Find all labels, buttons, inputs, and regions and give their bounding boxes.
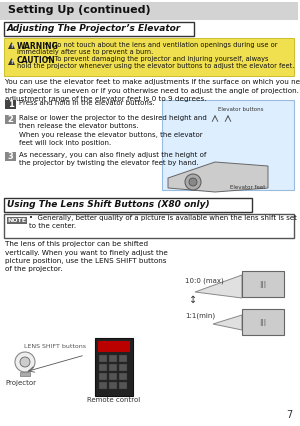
- Text: Elevator buttons: Elevator buttons: [218, 107, 263, 112]
- Text: CAUTION: CAUTION: [17, 56, 56, 65]
- Text: 7: 7: [286, 410, 292, 420]
- Bar: [95, 338, 133, 396]
- Text: WARNING: WARNING: [17, 42, 59, 51]
- Text: |||: |||: [260, 280, 267, 288]
- Text: Press and hold in the elevator buttons.: Press and hold in the elevator buttons.: [19, 100, 155, 106]
- Bar: [109, 364, 117, 371]
- Bar: [242, 309, 284, 335]
- Circle shape: [15, 352, 35, 372]
- Text: 3: 3: [8, 152, 14, 161]
- Text: •  To prevent damaging the projector and injuring yourself, always: • To prevent damaging the projector and …: [44, 56, 268, 62]
- Text: 1: 1: [8, 100, 14, 109]
- Polygon shape: [213, 315, 242, 330]
- Text: Using The Lens Shift Buttons (X80 only): Using The Lens Shift Buttons (X80 only): [7, 200, 210, 209]
- Polygon shape: [195, 275, 242, 298]
- Text: Elevator feet: Elevator feet: [230, 185, 266, 190]
- Bar: [109, 355, 117, 362]
- Bar: [109, 382, 117, 389]
- Bar: [7, 217, 27, 224]
- Text: Projector: Projector: [5, 380, 36, 386]
- Text: immediately after use to prevent a burn.: immediately after use to prevent a burn.: [17, 49, 153, 55]
- Text: The lens of this projector can be shifted
vertically. When you want to finely ad: The lens of this projector can be shifte…: [5, 241, 168, 273]
- Polygon shape: [8, 42, 15, 49]
- Circle shape: [185, 174, 201, 190]
- Text: |||: |||: [260, 319, 267, 325]
- Bar: [4, 214, 294, 238]
- Bar: [99, 382, 107, 389]
- Text: You can use the elevator feet to make adjustments if the surface on which you ne: You can use the elevator feet to make ad…: [5, 79, 300, 102]
- Bar: [109, 373, 117, 380]
- Text: Raise or lower the projector to the desired height and
then release the elevator: Raise or lower the projector to the desi…: [19, 115, 207, 147]
- Text: NOTE: NOTE: [8, 219, 26, 224]
- Bar: [4, 38, 294, 76]
- Bar: [242, 271, 284, 297]
- Bar: [0, 2, 298, 20]
- Circle shape: [20, 357, 30, 367]
- Text: hold the projector whenever using the elevator buttons to adjust the elevator fe: hold the projector whenever using the el…: [17, 63, 294, 69]
- Text: •  Generally, better quality of a picture is available when the lens shift is se: • Generally, better quality of a picture…: [29, 215, 297, 230]
- Text: Remote control: Remote control: [87, 397, 141, 403]
- Bar: [119, 382, 127, 389]
- Text: 2: 2: [8, 115, 14, 124]
- Bar: [5, 100, 16, 109]
- Polygon shape: [168, 162, 268, 192]
- Bar: [162, 100, 294, 190]
- Bar: [119, 364, 127, 371]
- Text: 1:1(min): 1:1(min): [185, 313, 215, 319]
- Text: Adjusting The Projector’s Elevator: Adjusting The Projector’s Elevator: [7, 24, 181, 33]
- Text: •  Do not touch about the lens and ventilation openings during use or: • Do not touch about the lens and ventil…: [42, 42, 278, 48]
- Bar: [99, 355, 107, 362]
- Bar: [5, 115, 16, 124]
- Bar: [4, 22, 194, 36]
- Text: ↕: ↕: [189, 295, 197, 305]
- Polygon shape: [8, 58, 15, 65]
- Bar: [119, 355, 127, 362]
- Text: Setting Up (continued): Setting Up (continued): [8, 5, 151, 15]
- Bar: [98, 341, 130, 352]
- Bar: [99, 373, 107, 380]
- Text: As necessary, you can also finely adjust the height of
the projector by twisting: As necessary, you can also finely adjust…: [19, 152, 206, 167]
- Bar: [20, 372, 30, 376]
- Text: LENS SHIFT buttons: LENS SHIFT buttons: [24, 344, 86, 349]
- Text: 10:0 (max): 10:0 (max): [185, 278, 224, 284]
- Bar: [5, 152, 16, 161]
- Bar: [4, 198, 252, 212]
- Text: !: !: [10, 44, 13, 49]
- Bar: [99, 364, 107, 371]
- Circle shape: [189, 178, 197, 186]
- Bar: [119, 373, 127, 380]
- Text: !: !: [10, 60, 13, 66]
